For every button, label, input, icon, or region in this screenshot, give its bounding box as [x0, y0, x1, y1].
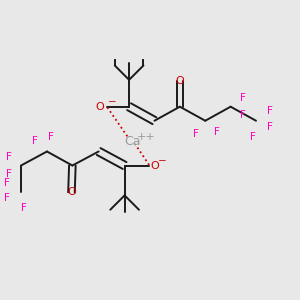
Text: F: F: [193, 129, 199, 139]
Text: F: F: [32, 136, 38, 146]
Text: F: F: [4, 193, 10, 203]
Text: O: O: [150, 160, 159, 170]
Text: F: F: [267, 106, 273, 116]
Text: F: F: [21, 203, 27, 213]
Text: −: −: [108, 97, 117, 107]
Text: O: O: [96, 102, 104, 112]
Text: −: −: [158, 156, 166, 166]
Text: O: O: [176, 76, 184, 86]
Text: F: F: [5, 152, 11, 162]
Text: F: F: [4, 178, 10, 188]
Text: ++: ++: [137, 132, 156, 142]
Text: F: F: [240, 110, 246, 120]
Text: F: F: [240, 93, 246, 103]
Text: F: F: [214, 127, 220, 137]
Text: Ca: Ca: [124, 134, 140, 148]
Text: F: F: [267, 122, 273, 132]
Text: F: F: [48, 132, 53, 142]
Text: O: O: [67, 188, 76, 197]
Text: F: F: [5, 169, 11, 179]
Text: F: F: [250, 132, 256, 142]
